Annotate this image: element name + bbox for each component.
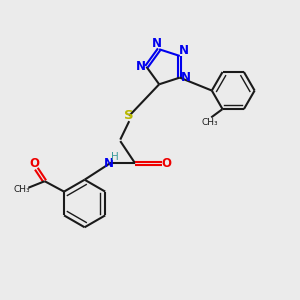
Text: CH₃: CH₃ (201, 118, 218, 127)
Text: O: O (162, 157, 172, 170)
Text: N: N (136, 60, 146, 73)
Text: H: H (111, 152, 119, 162)
Text: N: N (179, 44, 189, 57)
Text: N: N (104, 157, 114, 170)
Text: O: O (29, 157, 39, 170)
Text: N: N (152, 38, 162, 50)
Text: N: N (181, 71, 191, 84)
Text: CH₃: CH₃ (14, 185, 30, 194)
Text: S: S (124, 109, 134, 122)
